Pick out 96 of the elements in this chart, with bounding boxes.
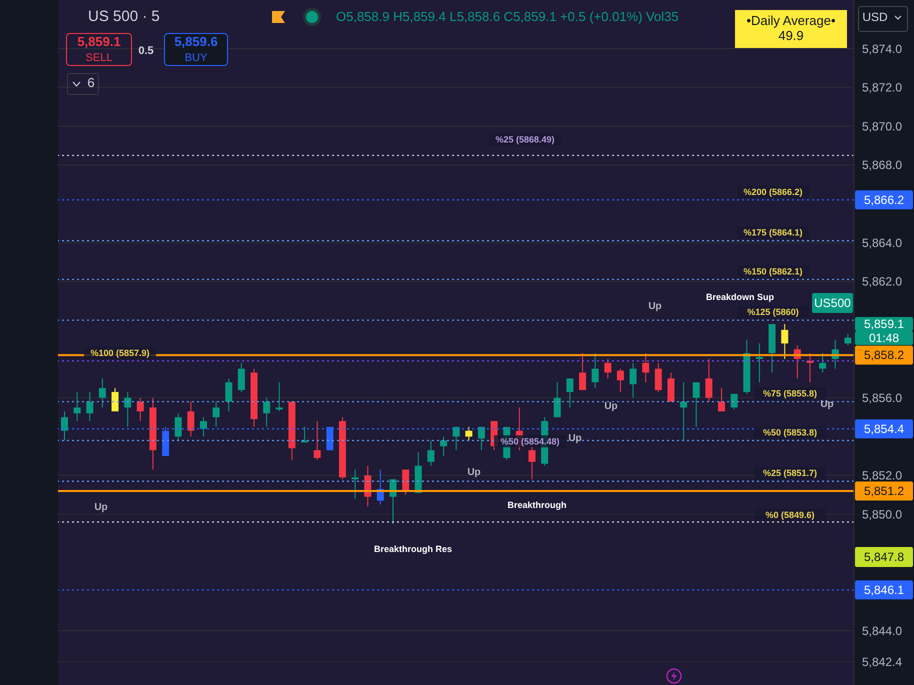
ref-line-label: 5,866.2 — [864, 192, 904, 207]
candlestick — [781, 324, 788, 360]
annotation: Up — [466, 466, 482, 480]
annotation: %175 (5864.1) — [743, 228, 803, 238]
y-tick-label: 5,864.0 — [862, 236, 902, 250]
y-tick-label: 5,856.0 — [862, 391, 902, 406]
candlestick — [630, 362, 637, 398]
annotation: Breakthrough — [506, 499, 568, 512]
candlestick — [592, 352, 599, 389]
text: 5,859.1 — [864, 317, 904, 331]
candlestick — [301, 426, 308, 443]
candlestick — [124, 391, 132, 428]
candlestick — [730, 393, 738, 410]
annotation: %25 (5868.49) — [495, 134, 555, 144]
annotation: Up — [603, 400, 619, 414]
y-tick-label: 5,842.4 — [862, 654, 902, 669]
candlestick — [98, 378, 106, 408]
candlestick — [212, 401, 220, 428]
y-tick-label: 5,872.0 — [862, 80, 902, 95]
text: USD — [861, 10, 889, 24]
candlestick — [756, 342, 763, 383]
y-tick-label: 5,850.0 — [862, 507, 902, 522]
text: US 500 · 5 — [88, 8, 160, 25]
y-tick-label: 5,870.0 — [862, 119, 902, 134]
candlestick — [402, 469, 410, 496]
candlestick — [61, 410, 68, 441]
ref-line-label: 5,858.2 — [864, 348, 904, 362]
annotation: Up — [93, 501, 109, 515]
candlestick — [174, 412, 182, 441]
candlestick — [642, 352, 650, 383]
annotation: %75 (5855.8) — [762, 388, 818, 399]
candlestick — [705, 358, 712, 402]
annotation: %25 (5851.7) — [762, 468, 818, 478]
candlestick — [263, 397, 270, 428]
candlestick — [200, 416, 207, 438]
candlestick — [187, 401, 194, 438]
annotation: BUY — [184, 51, 208, 65]
annotation: %50 (5853.8) — [762, 427, 818, 438]
annotation: Up — [647, 300, 663, 314]
candlestick — [667, 372, 674, 402]
annotation: %100 (5857.9) — [90, 348, 150, 358]
candlestick — [314, 420, 321, 460]
candlestick — [616, 368, 624, 392]
annotation: 49.9 — [777, 28, 805, 43]
candlestick — [579, 352, 586, 391]
candlestick — [680, 382, 688, 441]
annotation: 5,859.6 — [173, 34, 219, 49]
annotation: Breakthrough Res — [372, 543, 454, 556]
ref-line-label: 5,854.4 — [864, 422, 904, 436]
candlestick — [554, 382, 561, 418]
candlestick — [452, 426, 460, 451]
candlestick — [352, 469, 359, 500]
annotation: SELL — [84, 51, 114, 65]
candlestick — [225, 378, 232, 412]
candlestick — [806, 352, 814, 383]
candlestick — [427, 440, 434, 466]
y-tick-label: 5,844.0 — [862, 624, 902, 638]
candlestick — [478, 426, 485, 451]
candlestick — [718, 388, 726, 412]
candlestick — [604, 358, 612, 379]
candlestick — [86, 391, 94, 422]
annotation: Up — [567, 432, 583, 446]
text: 5,847.8 — [864, 550, 904, 564]
y-tick-label: 5,874.0 — [862, 42, 902, 56]
candlestick — [819, 352, 826, 374]
annotation: %200 (5866.2) — [743, 186, 803, 197]
y-tick-label: 5,852.0 — [862, 468, 902, 483]
annotation: %0 (5849.6) — [765, 510, 815, 520]
candlestick — [465, 426, 472, 441]
candlestick — [74, 391, 81, 422]
candlestick — [276, 382, 283, 412]
annotation: 5,859.1 — [76, 34, 122, 49]
annotation: US500 — [814, 296, 852, 310]
ref-line-label: 5,851.2 — [864, 484, 904, 498]
y-tick-label: 5,868.0 — [862, 158, 902, 172]
y-tick-label: 5,862.0 — [862, 274, 902, 289]
candlestick — [528, 446, 536, 480]
annotation: 0.5 — [137, 44, 155, 58]
text: O5,858.9 H5,859.4 L5,858.6 C5,859.1 +0.5 (+0.01%) Vol35 — [336, 9, 679, 24]
text: 01:48 — [868, 331, 900, 345]
candlestick — [566, 378, 574, 408]
annotation: 6 — [86, 75, 96, 90]
annotation: Up — [819, 398, 835, 412]
candlestick — [112, 388, 119, 412]
candlestick — [692, 382, 700, 428]
annotation: %50 (5854.48) — [500, 436, 560, 446]
annotation: •Daily Average• — [745, 13, 837, 28]
annotation: Breakdown Sup — [704, 291, 775, 304]
candlestick — [844, 333, 852, 346]
annotation: %150 (5862.1) — [743, 266, 803, 276]
candlestick — [440, 436, 448, 457]
candlestick — [238, 362, 245, 392]
candlestick — [654, 362, 662, 392]
candlestick — [136, 397, 144, 422]
ref-line-label: 5,846.1 — [864, 582, 904, 597]
annotation: %125 (5860) — [747, 307, 799, 318]
